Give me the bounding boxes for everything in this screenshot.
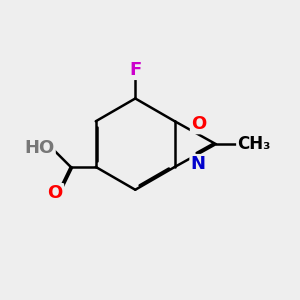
Text: CH₃: CH₃ — [238, 135, 271, 153]
Text: HO: HO — [24, 139, 54, 157]
Text: F: F — [129, 61, 141, 79]
Text: O: O — [47, 184, 63, 202]
Text: N: N — [191, 155, 206, 173]
Text: O: O — [191, 115, 206, 133]
